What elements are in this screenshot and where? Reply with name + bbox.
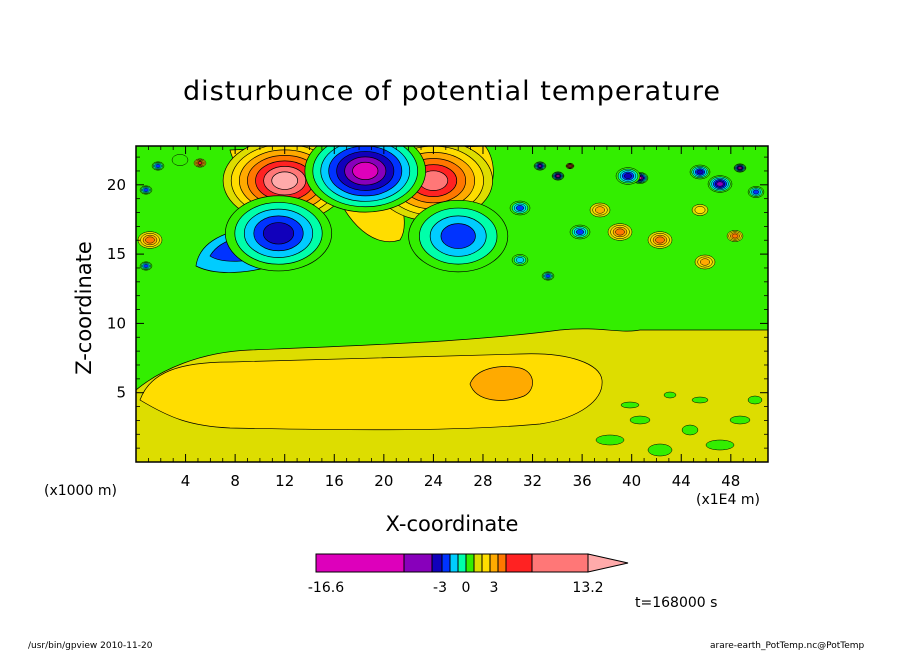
colorbar-cell <box>465 553 475 573</box>
contour-ellipse <box>440 223 476 249</box>
x-unit-right: (x1E4 m) <box>696 492 760 508</box>
colorbar-tick-label: -3 <box>433 580 447 596</box>
x-tick-label: 16 <box>325 472 344 490</box>
colorbar-tick-label: 0 <box>462 580 471 596</box>
y-axis-label: Z-coordinate <box>72 241 96 375</box>
colorbar-min-label: -16.6 <box>308 580 344 596</box>
colorbar-max-label: 13.2 <box>572 580 603 596</box>
x-tick-label: 8 <box>230 472 240 490</box>
eddy <box>752 189 760 195</box>
eddy <box>615 228 625 236</box>
eddy <box>738 166 742 170</box>
eddy <box>576 229 584 235</box>
noise-cell <box>705 439 735 451</box>
y-axis: 5 10 15 20 <box>107 156 768 449</box>
x-unit-left: (x1000 m) <box>44 483 117 499</box>
colorbar-cell <box>449 553 459 573</box>
eddy <box>145 236 155 244</box>
eddy <box>716 181 724 187</box>
eddy <box>694 206 706 214</box>
eddy <box>143 264 149 268</box>
colorbar: -16.6 13.2 -3 0 3 <box>308 553 629 596</box>
x-tick-label: 44 <box>672 472 691 490</box>
noise-cell <box>620 401 640 409</box>
noise-cell <box>629 415 651 425</box>
eddy <box>556 174 560 178</box>
noise-cell <box>595 434 625 446</box>
eddy <box>568 165 572 167</box>
noise-cell <box>647 443 673 457</box>
colorbar-cell <box>403 553 433 573</box>
x-axis-label: X-coordinate <box>385 512 519 536</box>
eddy <box>545 274 551 278</box>
x-tick-label: 4 <box>181 472 191 490</box>
colorbar-tick-label: 3 <box>490 580 499 596</box>
contour-ellipse <box>352 161 379 180</box>
contour-ellipse <box>262 222 295 245</box>
colorbar-cell <box>457 553 467 573</box>
footer-right: arare-earth_PotTemp.nc@PotTemp <box>710 641 865 651</box>
eddy <box>538 164 542 168</box>
eddy <box>197 161 203 165</box>
colorbar-cell <box>497 553 507 573</box>
colorbar-cell <box>505 553 533 573</box>
colorbar-cell <box>473 553 483 573</box>
plot-frame <box>135 145 769 463</box>
x-tick-label: 48 <box>721 472 740 490</box>
colorbar-cell <box>531 553 589 573</box>
x-tick-label: 12 <box>275 472 294 490</box>
y-tick-label: 20 <box>107 176 126 194</box>
x-tick-label: 36 <box>573 472 592 490</box>
eddy <box>515 257 525 263</box>
footer-left: /usr/bin/gpview 2010-11-20 <box>28 641 153 651</box>
contour-band <box>139 353 603 431</box>
noise-cell <box>663 391 677 399</box>
colorbar-cell <box>441 553 451 573</box>
x-tick-label: 24 <box>424 472 443 490</box>
time-label: t=168000 s <box>635 595 718 611</box>
y-tick-label: 10 <box>107 314 126 332</box>
noise-cell <box>691 396 709 404</box>
colorbar-cell <box>481 553 491 573</box>
eddy <box>731 233 739 239</box>
x-tick-label: 32 <box>523 472 542 490</box>
colorbar-cell <box>489 553 499 573</box>
chart-title: disturbunce of potential temperature <box>183 76 721 107</box>
eddy <box>516 205 524 211</box>
colorbar-cell <box>431 553 443 573</box>
noise-cell <box>681 424 699 436</box>
contour-field <box>136 146 768 462</box>
contour-ellipse <box>271 171 299 190</box>
x-axis: 4 8 12 16 20 24 28 32 36 40 44 48 <box>147 146 757 490</box>
eddy <box>143 188 149 192</box>
x-tick-label: 40 <box>622 472 641 490</box>
eddy <box>655 236 665 244</box>
x-tick-label: 20 <box>374 472 393 490</box>
colorbar-arrow <box>587 553 629 573</box>
eddy <box>624 173 632 179</box>
eddy <box>595 206 605 214</box>
noise-cell <box>729 415 751 425</box>
contour-band <box>469 366 533 401</box>
colorbar-cell <box>315 553 405 573</box>
eddy <box>700 258 710 266</box>
y-tick-label: 5 <box>116 384 126 402</box>
eddy <box>171 154 189 166</box>
noise-cell <box>747 395 763 405</box>
x-tick-label: 28 <box>473 472 492 490</box>
eddy <box>155 164 161 168</box>
y-tick-label: 15 <box>107 245 126 263</box>
eddy <box>696 169 704 175</box>
